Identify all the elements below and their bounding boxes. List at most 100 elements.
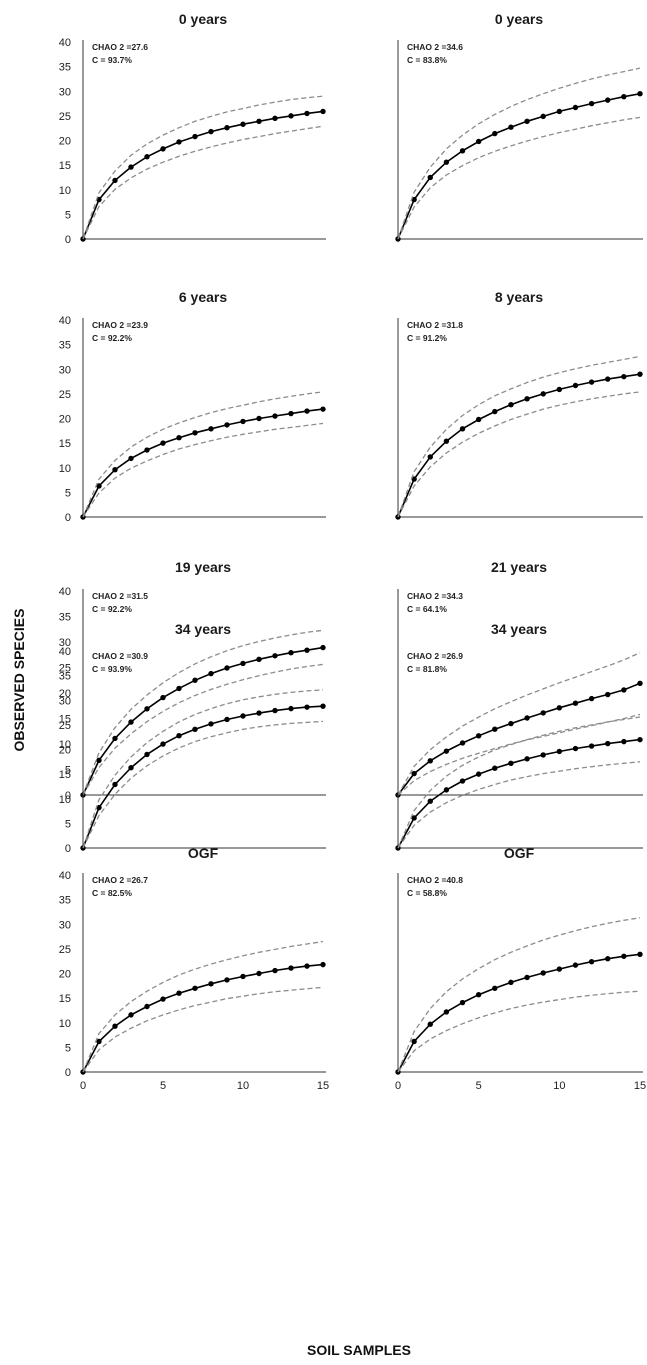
lower-bound-line	[82, 125, 324, 240]
data-point	[176, 685, 182, 692]
x-tick-label: 15	[634, 1080, 646, 1092]
data-point	[540, 391, 546, 397]
y-tick-label: 25	[59, 389, 71, 401]
data-point	[128, 1012, 134, 1018]
y-tick-label: 10	[59, 1018, 71, 1030]
y-tick-label: 20	[59, 969, 71, 981]
observed-line	[82, 646, 324, 796]
data-point	[411, 770, 417, 777]
data-point	[240, 121, 246, 127]
upper-bound-line	[82, 689, 324, 849]
data-point	[192, 677, 198, 683]
observed-line	[397, 953, 641, 1073]
y-tick-label: 25	[59, 720, 71, 732]
upper-bound-line	[82, 940, 324, 1073]
y-tick-label: 20	[59, 414, 71, 426]
data-point	[524, 396, 530, 402]
upper-bound-line	[397, 917, 641, 1073]
data-point	[427, 798, 433, 804]
data-point	[475, 416, 482, 423]
data-point	[112, 177, 118, 184]
data-point	[605, 376, 611, 382]
chao-annotation: CHAO 2 =34.6	[407, 42, 463, 52]
data-point	[443, 748, 450, 754]
data-point	[256, 656, 262, 663]
data-point	[508, 760, 514, 766]
chao-annotation: CHAO 2 =26.7	[92, 875, 148, 885]
data-point	[524, 756, 530, 762]
data-point	[96, 757, 102, 764]
data-point	[144, 154, 150, 160]
chao-annotation: CHAO 2 =34.3	[407, 591, 463, 601]
chart-panel: 0 years CHAO 2 =34.6 C = 83.8%	[395, 11, 643, 242]
data-point	[572, 382, 579, 389]
data-point	[588, 695, 595, 702]
x-tick-label: 10	[237, 1080, 249, 1092]
data-point	[411, 815, 417, 821]
chao-annotation: CHAO 2 =31.8	[407, 320, 463, 330]
x-tick-label: 5	[476, 1080, 482, 1092]
x-tick-label: 15	[317, 1080, 329, 1092]
lower-bound-line	[82, 663, 324, 796]
x-tick-label: 0	[395, 1080, 401, 1092]
data-point	[443, 1009, 450, 1015]
lower-bound-line	[397, 990, 641, 1073]
data-point	[605, 97, 611, 103]
data-point	[427, 454, 433, 460]
chart-panel: 0 years 0 5 10 15 20 25 30 35 40 CHAO 2 =27.6 C = 9…	[59, 11, 326, 246]
data-point	[621, 738, 627, 745]
data-point	[272, 653, 278, 659]
panel-title: 0 years	[495, 11, 543, 27]
data-point	[508, 720, 514, 727]
data-point	[128, 765, 134, 771]
data-point	[208, 426, 214, 432]
data-point	[508, 402, 514, 408]
data-point	[320, 644, 326, 651]
data-point	[508, 979, 514, 986]
data-point	[320, 703, 326, 709]
upper-bound-line	[397, 652, 641, 796]
data-point	[112, 1023, 118, 1029]
data-point	[621, 373, 627, 380]
y-tick-label: 10	[59, 463, 71, 475]
data-point	[176, 139, 182, 145]
data-point	[288, 113, 294, 119]
y-tick-label: 35	[59, 612, 71, 624]
observed-line	[397, 682, 641, 796]
data-point	[524, 974, 530, 981]
data-point	[304, 647, 310, 653]
y-tick-label: 20	[59, 136, 71, 148]
data-point	[288, 705, 294, 712]
data-point	[492, 130, 498, 137]
lower-bound-line	[82, 720, 324, 849]
data-point	[272, 967, 278, 974]
data-point	[144, 447, 150, 453]
data-point	[176, 733, 182, 739]
data-point	[112, 467, 118, 473]
lower-bound-line	[397, 391, 641, 518]
data-point	[112, 781, 118, 788]
data-point	[224, 977, 230, 983]
y-tick-label: 5	[65, 209, 71, 221]
data-point	[288, 650, 294, 656]
panel-title: 0 years	[179, 11, 227, 27]
y-tick-label: 15	[59, 438, 71, 450]
observed-line	[82, 705, 324, 849]
y-tick-label: 25	[59, 111, 71, 123]
data-point	[208, 128, 214, 135]
data-point	[443, 438, 450, 444]
lower-bound-line	[82, 422, 324, 518]
data-point	[492, 726, 498, 732]
lower-bound-line	[397, 713, 641, 796]
upper-bound-line	[82, 391, 324, 518]
y-tick-label: 35	[59, 895, 71, 907]
panel-title: 21 years	[491, 559, 547, 575]
y-tick-label: 35	[59, 62, 71, 74]
data-point	[508, 124, 514, 130]
data-point	[240, 973, 246, 980]
chao-annotation: C = 93.7%	[92, 55, 132, 65]
data-point	[256, 710, 262, 716]
data-point	[272, 115, 278, 122]
y-tick-label: 0	[65, 790, 71, 802]
y-tick-label: 20	[59, 688, 71, 700]
